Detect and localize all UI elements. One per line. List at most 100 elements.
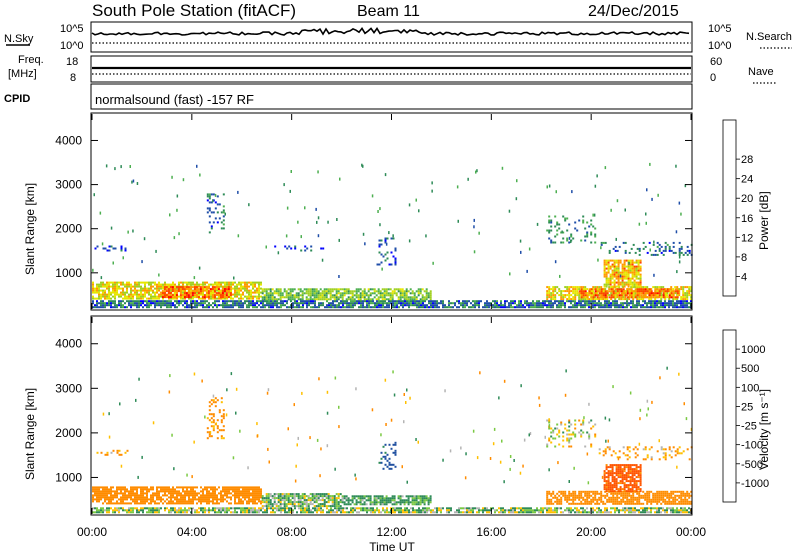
data-cell: [170, 494, 172, 497]
data-cell: [415, 497, 418, 500]
data-cell: [172, 502, 174, 505]
data-cell: [389, 294, 392, 297]
data-cell: [96, 306, 98, 309]
data-cell: [629, 468, 632, 471]
data-cell: [635, 482, 638, 485]
data-cell: [172, 500, 174, 503]
data-cell: [650, 500, 653, 503]
data-cell: [592, 498, 595, 501]
data-cell: [603, 261, 606, 264]
data-cell: [590, 300, 592, 303]
data-cell: [134, 285, 136, 288]
data-cell: [299, 290, 302, 293]
data-cell: [112, 511, 114, 514]
data-cell: [690, 500, 693, 503]
data-cell: [196, 306, 198, 309]
data-cell: [246, 297, 248, 300]
data-cell: [678, 260, 681, 264]
data-cell: [388, 302, 390, 305]
data-cell: [327, 288, 330, 291]
data-cell: [273, 296, 276, 299]
data-cell: [171, 296, 174, 299]
data-cell: [122, 281, 124, 284]
data-cell: [279, 505, 282, 508]
data-cell: [112, 287, 114, 290]
data-cell: [600, 304, 602, 307]
data-cell: [684, 494, 687, 497]
data-cell: [341, 499, 344, 502]
data-cell: [174, 502, 176, 505]
data-cell: [214, 304, 216, 307]
data-cell: [637, 486, 640, 489]
data-cell: [639, 484, 642, 487]
data-cell: [630, 247, 633, 250]
cpid-label: CPID: [4, 93, 30, 105]
data-cell: [140, 287, 142, 290]
data-cell: [201, 296, 204, 299]
data-cell: [546, 306, 548, 309]
data-cell: [304, 206, 306, 210]
data-cell: [351, 294, 354, 297]
data-cell: [383, 499, 386, 502]
data-cell: [208, 492, 210, 495]
data-cell: [636, 294, 639, 297]
data-cell: [617, 474, 620, 477]
data-cell: [596, 498, 599, 501]
data-cell: [124, 302, 126, 305]
data-cell: [252, 486, 254, 489]
data-cell: [610, 290, 613, 293]
data-cell: [550, 298, 553, 301]
data-cell: [516, 304, 518, 307]
data-cell: [210, 227, 213, 230]
data-cell: [244, 486, 246, 489]
data-cell: [633, 281, 636, 284]
data-cell: [586, 231, 589, 234]
data-cell: [279, 501, 282, 504]
data-cell: [246, 500, 248, 503]
data-cell: [213, 290, 216, 293]
data-cell: [218, 502, 220, 505]
data-cell: [380, 300, 382, 303]
data-cell: [165, 288, 168, 291]
data-cell: [624, 241, 627, 244]
data-cell: [217, 290, 220, 293]
data-cell: [630, 500, 633, 503]
data-cell: [458, 306, 460, 309]
data-cell: [580, 490, 583, 493]
data-cell: [628, 302, 630, 305]
data-cell: [358, 302, 360, 305]
data-cell: [279, 288, 282, 291]
data-cell: [624, 298, 627, 301]
data-cell: [196, 486, 198, 489]
data-cell: [263, 290, 266, 293]
data-cell: [402, 306, 404, 309]
data-cell: [228, 300, 230, 303]
data-cell: [273, 298, 276, 301]
data-cell: [240, 289, 242, 292]
data-cell: [172, 283, 174, 286]
data-cell: [464, 300, 466, 303]
data-cell: [566, 290, 569, 293]
data-cell: [419, 495, 422, 498]
data-cell: [526, 269, 528, 273]
data-cell: [230, 488, 232, 491]
data-cell: [168, 300, 170, 303]
data-cell: [200, 293, 202, 296]
data-cell: [353, 497, 356, 500]
data-cell: [614, 492, 617, 495]
data-cell: [586, 288, 589, 291]
data-cell: [492, 300, 494, 303]
data-cell: [618, 500, 621, 503]
data-cell: [293, 288, 296, 291]
data-cell: [327, 495, 330, 498]
data-cell: [220, 304, 222, 307]
data-cell: [323, 288, 326, 291]
data-cell: [206, 500, 208, 503]
data-cell: [134, 293, 136, 296]
data-cell: [484, 302, 486, 305]
data-cell: [603, 275, 606, 278]
data-cell: [623, 273, 626, 276]
data-cell: [246, 494, 248, 497]
data-cell: [686, 245, 689, 248]
data-cell: [262, 302, 264, 305]
